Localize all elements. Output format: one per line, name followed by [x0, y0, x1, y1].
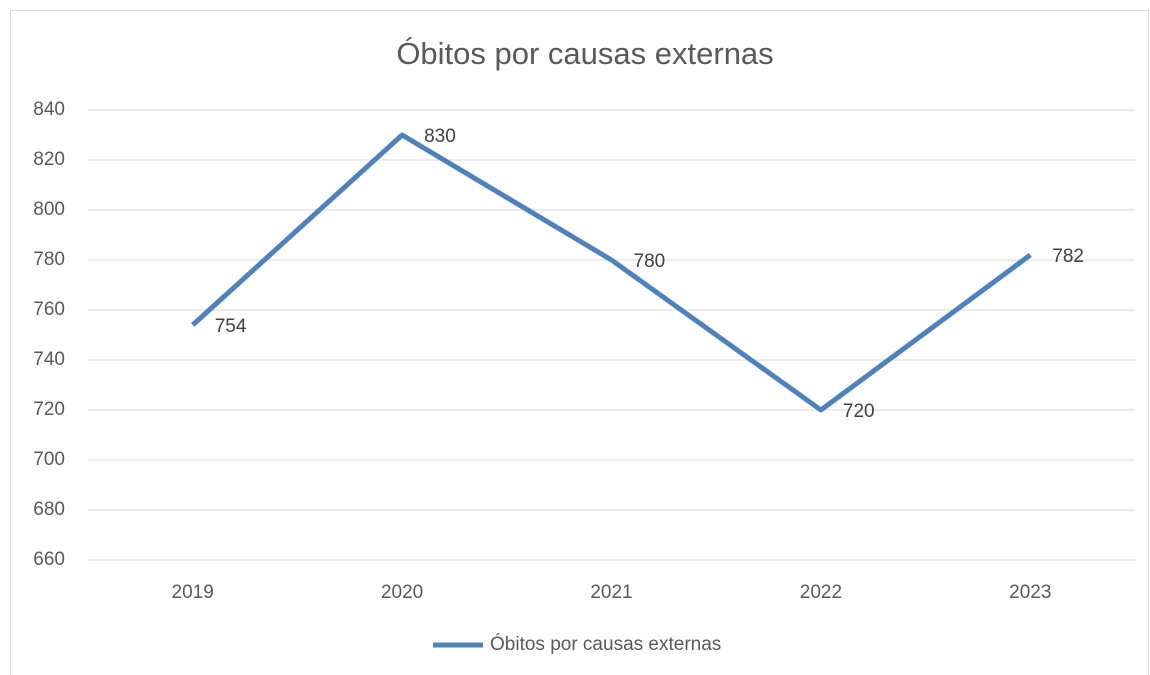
x-tick-label: 2020 — [381, 582, 423, 603]
y-tick-label: 780 — [33, 249, 65, 270]
x-tick-label: 2023 — [1009, 582, 1051, 603]
data-label: 780 — [634, 251, 666, 272]
x-tick-label: 2021 — [590, 582, 632, 603]
y-tick-label: 840 — [33, 99, 65, 120]
data-line — [191, 132, 1032, 413]
data-label: 830 — [424, 126, 456, 147]
data-label: 720 — [843, 401, 875, 422]
y-tick-label: 700 — [33, 449, 65, 470]
chart-title: Óbitos por causas externas — [396, 36, 773, 71]
y-tick-label: 660 — [33, 549, 65, 570]
y-tick-label: 680 — [33, 499, 65, 520]
y-tick-label: 800 — [33, 199, 65, 220]
data-label: 754 — [215, 316, 247, 337]
y-tick-label: 740 — [33, 349, 65, 370]
x-tick-label: 2022 — [800, 582, 842, 603]
legend-label: Óbitos por causas externas — [490, 633, 721, 655]
y-tick-label: 720 — [33, 399, 65, 420]
y-tick-label: 760 — [33, 299, 65, 320]
y-tick-label: 820 — [33, 149, 65, 170]
data-label: 782 — [1052, 246, 1084, 267]
x-tick-label: 2019 — [172, 582, 214, 603]
chart-frame — [10, 10, 1149, 675]
